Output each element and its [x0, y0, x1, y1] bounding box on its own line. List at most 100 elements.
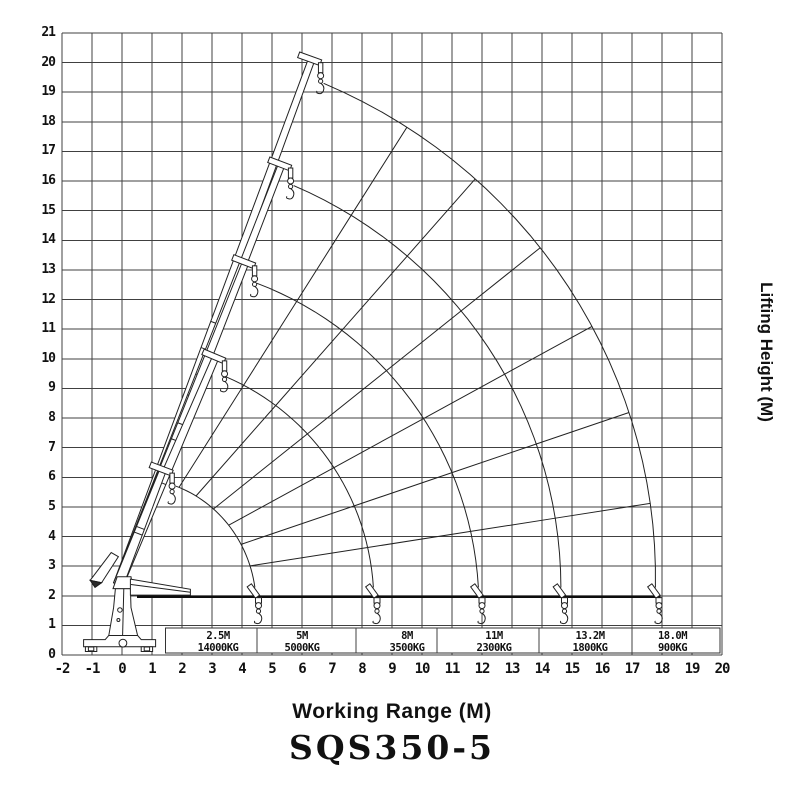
y-tick-label: 14: [41, 232, 56, 248]
x-tick-label: 13: [504, 661, 521, 677]
x-tick-label: -2: [54, 661, 71, 677]
capacity-radius: 8M: [401, 629, 413, 642]
x-tick-label: 14: [534, 661, 551, 677]
y-tick-label: 8: [48, 410, 56, 426]
hook-icon: [253, 612, 263, 625]
y-tick-label: 0: [48, 647, 56, 662]
x-tick-label: 12: [474, 661, 491, 677]
ground-tip-bracket: [552, 583, 567, 599]
hook-sheave: [478, 602, 486, 610]
y-tick-label: 2: [48, 587, 56, 603]
boom-head-housing: [287, 167, 294, 179]
hook-sheave: [287, 177, 295, 185]
capacity-radius: 2.5M: [206, 629, 230, 642]
hook-ball: [479, 608, 485, 614]
capacity-radius: 18.0M: [657, 629, 688, 642]
boom-section-tick: [134, 531, 143, 536]
hook-ball: [288, 183, 294, 190]
boom-section-tick: [136, 525, 145, 530]
radial-line: [249, 502, 651, 567]
capacity-radius: 13.2M: [575, 629, 605, 642]
envelope-arc: [293, 185, 562, 588]
hook-icon: [167, 493, 176, 505]
hook-ball: [561, 608, 568, 614]
y-axis-title: Lifting Height (M): [757, 282, 776, 422]
hook-icon: [654, 612, 663, 625]
envelope-arc: [256, 282, 479, 588]
ground-tip-bracket-rect: [364, 583, 379, 599]
capacity-weight: 14000KG: [197, 641, 239, 654]
radial-lines: [178, 126, 651, 567]
radial-line: [228, 325, 593, 526]
ground-tip-bracket: [364, 583, 379, 599]
crane-circle: [116, 618, 121, 623]
grid: [61, 32, 723, 656]
x-tick-label: 16: [594, 661, 611, 677]
boom-head-housing: [221, 360, 228, 372]
capacity-weight: 3500KG: [389, 641, 425, 654]
ground-tip-bracket: [246, 583, 261, 599]
envelope-arc: [225, 376, 374, 588]
y-tick-label: 13: [41, 261, 56, 277]
hook-ball: [656, 608, 662, 614]
capacity-weight: 5000KG: [284, 641, 320, 654]
y-tick-label: 18: [41, 113, 56, 129]
y-tick-label: 10: [41, 350, 56, 366]
crane-body: [83, 551, 191, 652]
x-tick-label: 2: [178, 661, 187, 677]
y-tick-label: 17: [41, 143, 56, 159]
y-tick-label: 7: [48, 439, 56, 455]
x-tick-label: 10: [414, 661, 431, 677]
y-tick-label: 20: [41, 54, 56, 70]
crane-rear-wedge: [89, 579, 103, 589]
y-tick-label: 12: [41, 291, 56, 307]
radial-line: [195, 178, 476, 497]
radial-line: [240, 412, 630, 545]
hook-sheave: [221, 370, 229, 378]
capacity-band: [165, 627, 721, 654]
booms: [112, 51, 325, 588]
hook-ball: [169, 489, 175, 495]
x-tick-label: 7: [328, 661, 337, 677]
chart-model-title: SQS350-5: [289, 728, 495, 767]
x-tick-label: 0: [118, 661, 127, 677]
capacity-radius: 5M: [296, 629, 308, 642]
crane-turret: [112, 576, 134, 590]
x-tick-label: 18: [654, 661, 671, 677]
y-tick-label: 4: [48, 528, 56, 544]
y-tick-label: 6: [48, 469, 56, 485]
radial-line: [213, 247, 541, 510]
boom-head-housing: [317, 62, 324, 74]
hook-icon: [559, 612, 569, 625]
crane-rear-blade: [89, 551, 120, 584]
hook-icon: [286, 188, 295, 200]
x-tick-label: 20: [714, 661, 731, 677]
y-tick-label: 5: [48, 498, 56, 514]
y-tick-label: 9: [48, 380, 56, 396]
hook-ball: [251, 281, 258, 287]
crane-detail-line: [122, 588, 125, 636]
hook-ball: [374, 608, 380, 614]
ground-tip-bracket: [469, 583, 484, 599]
ground-tip-bracket-rect: [246, 583, 261, 599]
hook-ball: [318, 78, 324, 84]
y-tick-label: 1: [48, 617, 56, 633]
crane-circle: [117, 607, 123, 613]
x-tick-label: 6: [298, 661, 307, 677]
x-tick-label: 19: [684, 661, 701, 677]
x-tick-label: 1: [148, 661, 157, 677]
hook-icon: [316, 82, 325, 95]
x-tick-label: 15: [564, 661, 581, 677]
x-tick-label: 4: [238, 661, 247, 677]
hook-sheave: [168, 482, 176, 490]
capacity-label: 5M 5000KG: [285, 630, 320, 654]
boom-strip: [112, 469, 167, 587]
ground-tip-bracket-rect: [646, 583, 661, 599]
envelope-arcs: [175, 82, 656, 588]
x-tick-label: 8: [358, 661, 367, 677]
crane-boom-butt: [129, 578, 191, 596]
capacity-label: 11M 2300KG: [477, 630, 512, 654]
x-tick-label: 9: [388, 661, 397, 677]
